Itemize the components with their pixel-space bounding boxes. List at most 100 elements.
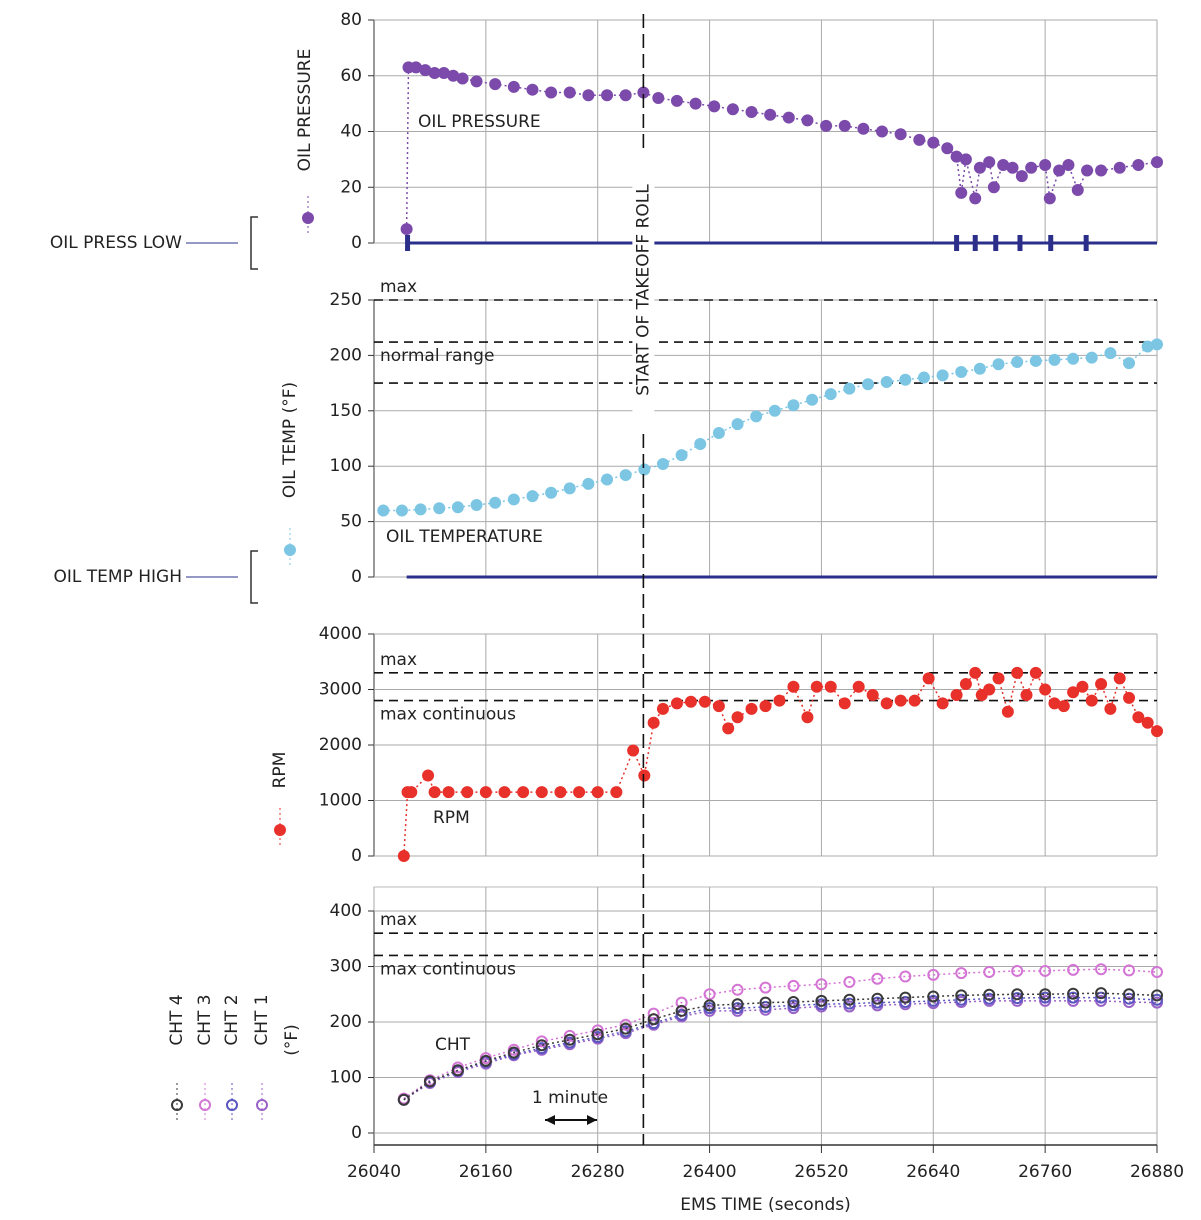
data-point xyxy=(1095,994,1108,1007)
data-point xyxy=(936,369,949,382)
data-point xyxy=(647,1007,660,1020)
data-point xyxy=(773,694,786,707)
data-point xyxy=(815,998,828,1011)
data-point xyxy=(563,1033,576,1046)
x-tick-label: 26640 xyxy=(906,1162,960,1182)
data-point xyxy=(992,358,1005,371)
scale-note: 1 minute xyxy=(532,1088,608,1108)
data-point xyxy=(703,988,716,1001)
y-tick-label: 150 xyxy=(330,401,362,421)
data-point xyxy=(601,89,614,102)
legend-label: CHT 1 xyxy=(252,994,272,1045)
data-point xyxy=(983,156,996,169)
data-point xyxy=(969,192,982,205)
data-point xyxy=(1039,158,1052,171)
data-point xyxy=(1006,161,1019,174)
alert-event xyxy=(405,235,411,251)
data-point xyxy=(782,111,795,124)
data-point xyxy=(922,672,935,685)
data-point xyxy=(955,366,968,379)
data-point xyxy=(1123,357,1136,370)
data-point xyxy=(810,680,823,693)
annotation: RPM xyxy=(433,808,470,828)
data-point xyxy=(894,694,907,707)
data-point xyxy=(759,700,772,713)
x-tick-label: 26040 xyxy=(347,1162,401,1182)
data-point xyxy=(1132,711,1145,724)
data-point xyxy=(959,677,972,690)
data-point xyxy=(722,722,735,735)
data-point xyxy=(1039,683,1052,696)
data-point xyxy=(656,457,669,470)
series-line xyxy=(403,1000,1158,1101)
data-point xyxy=(1067,994,1080,1007)
alert-event xyxy=(1048,235,1054,251)
y-axis-label: (°F) xyxy=(282,1024,302,1056)
data-point xyxy=(950,689,963,702)
alert-label: OIL TEMP HIGH xyxy=(54,567,182,587)
data-point xyxy=(731,418,744,431)
data-point xyxy=(656,702,669,715)
panel-frame xyxy=(373,886,1158,1146)
data-point xyxy=(759,996,772,1009)
data-point xyxy=(913,133,926,146)
data-point xyxy=(489,78,502,91)
data-point xyxy=(745,702,758,715)
data-point xyxy=(698,695,711,708)
data-point xyxy=(731,998,744,1011)
data-point xyxy=(871,992,884,1005)
data-point xyxy=(1020,689,1033,702)
data-point xyxy=(843,976,856,989)
legend-label: RPM xyxy=(270,752,290,789)
alert-event xyxy=(993,235,999,251)
data-point xyxy=(787,996,800,1009)
legend-marker xyxy=(226,1099,238,1111)
event-label-bg xyxy=(632,150,655,430)
data-point xyxy=(1048,353,1061,366)
legend-label: CHT 4 xyxy=(167,994,187,1045)
data-point xyxy=(1062,158,1075,171)
data-point xyxy=(461,786,474,799)
data-point xyxy=(442,786,455,799)
data-point xyxy=(619,89,632,102)
data-point xyxy=(535,1035,548,1048)
data-point xyxy=(470,75,483,88)
data-point xyxy=(1025,161,1038,174)
data-point xyxy=(815,994,828,1007)
y-tick-label: 300 xyxy=(330,957,362,977)
legend-marker xyxy=(284,544,296,556)
data-point xyxy=(582,89,595,102)
alert-event xyxy=(1083,235,1089,251)
event-label: START OF TAKEOFF ROLL xyxy=(633,184,653,396)
ref-label: max xyxy=(380,277,417,297)
data-point xyxy=(675,996,688,1009)
data-point xyxy=(768,404,781,417)
data-point xyxy=(862,378,875,391)
data-point xyxy=(899,970,912,983)
data-point xyxy=(400,223,413,236)
y-tick-label: 40 xyxy=(340,122,362,142)
data-point xyxy=(1095,164,1108,177)
data-point xyxy=(936,697,949,710)
y-tick-label: 0 xyxy=(351,233,362,253)
data-point xyxy=(1029,354,1042,367)
data-point xyxy=(1011,988,1024,1001)
data-point xyxy=(1029,666,1042,679)
data-point xyxy=(1039,991,1052,1004)
legend-marker xyxy=(199,1099,211,1111)
data-point xyxy=(987,181,1000,194)
y-tick-label: 20 xyxy=(340,177,362,197)
data-point xyxy=(824,388,837,401)
data-point xyxy=(619,1018,632,1031)
data-point xyxy=(973,161,986,174)
y-tick-label: 250 xyxy=(330,290,362,310)
data-point xyxy=(866,689,879,702)
data-point xyxy=(1123,691,1136,704)
y-tick-label: 3000 xyxy=(319,680,362,700)
y-tick-label: 1000 xyxy=(319,791,362,811)
data-point xyxy=(731,983,744,996)
data-point xyxy=(1039,994,1052,1007)
data-point xyxy=(806,393,819,406)
data-point xyxy=(1015,170,1028,183)
data-point xyxy=(1067,987,1080,1000)
